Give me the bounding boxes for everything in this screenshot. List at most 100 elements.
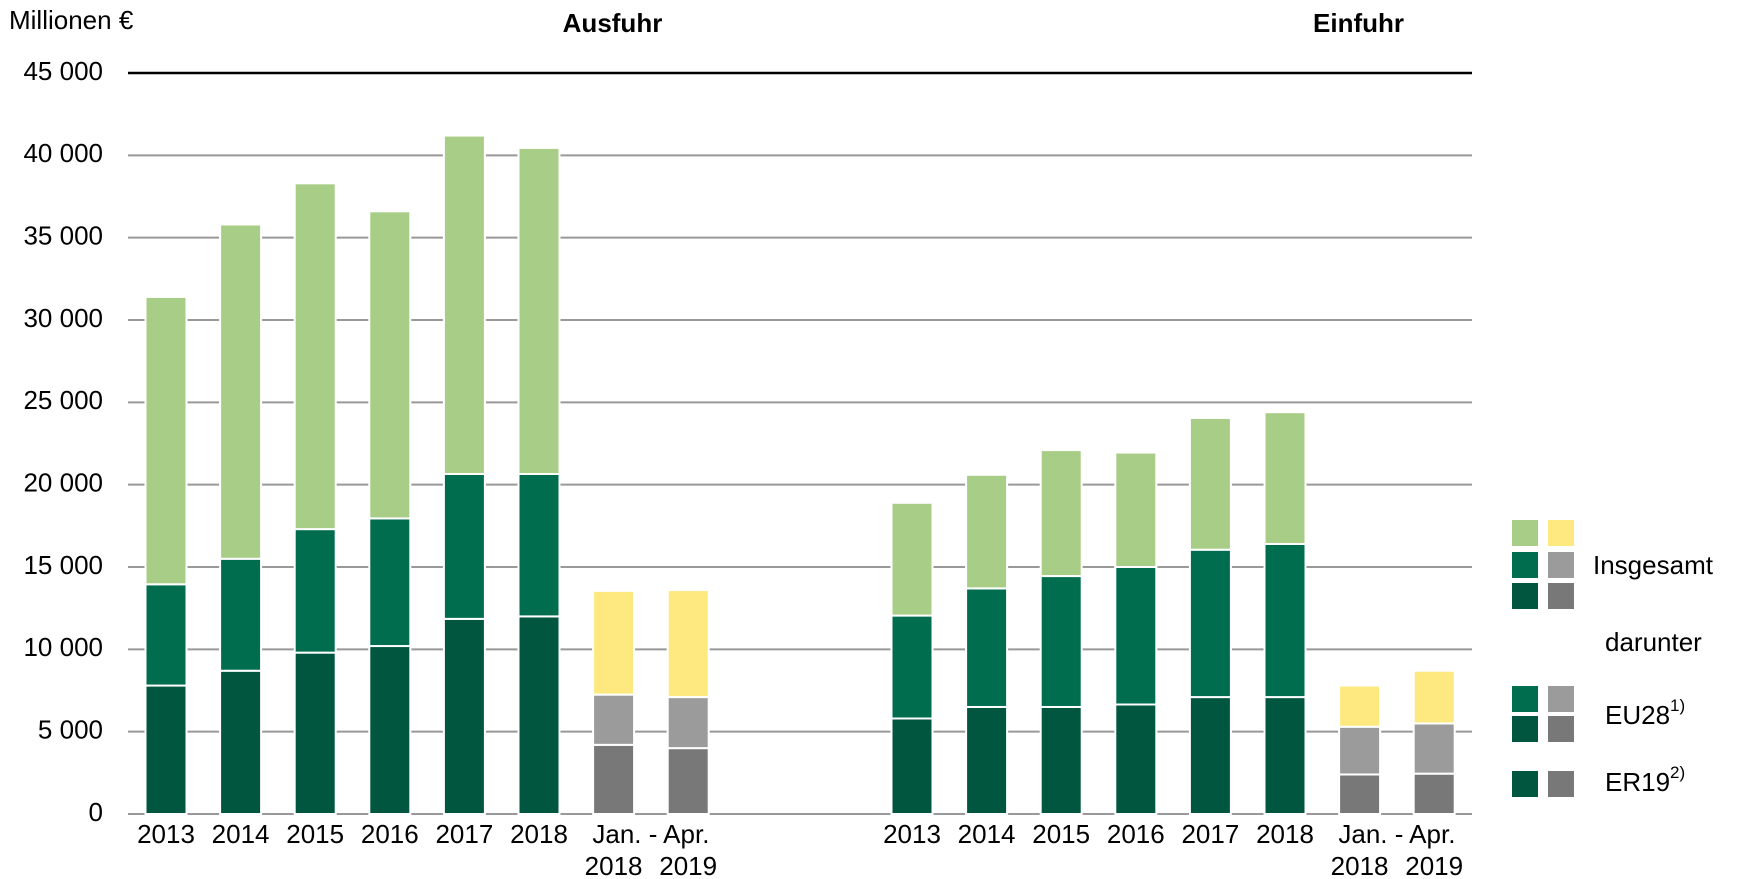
y-tick-label: 35 000 [23,221,103,251]
y-tick-label: 20 000 [23,468,103,498]
bar-segment [890,717,934,816]
unit-label: Millionen € [9,5,134,35]
legend-swatch [1512,716,1538,742]
legend-text: EU28 [1605,700,1670,730]
y-tick-label: 45 000 [23,56,103,86]
y-tick-label: 10 000 [23,632,103,662]
group-title: Einfuhr [1313,8,1404,38]
bar-segment [1338,725,1382,776]
bar-segment [666,696,710,750]
bar-segment [144,684,188,815]
footnote-marker: 1) [1670,696,1685,715]
bar-segment [592,743,636,816]
x-tick-label: 2014 [212,819,270,849]
legend-swatch [1548,552,1574,578]
x-tick-label: 2016 [1107,819,1165,849]
x-tick-label: 2018 [1331,851,1389,879]
bar-segment [1412,772,1456,816]
legend-label: ER192) [1605,763,1685,796]
x-tick-label: 2017 [435,819,493,849]
bar-segment [965,705,1009,816]
bar-segment [666,589,710,699]
bar-segment [293,182,337,531]
bar-segment [1338,773,1382,815]
period-label: Jan. - Apr. [1338,819,1455,849]
bar-segment [1114,566,1158,706]
x-tick-label: 2019 [1405,851,1463,879]
bar-segment [517,472,561,618]
bar-segment [517,615,561,816]
bar-segment [1039,449,1083,578]
bar-segment [1338,684,1382,728]
legend-swatch [1548,771,1574,797]
legend-label: EU281) [1605,696,1685,729]
bar-segment [368,645,412,815]
x-tick-label: 2018 [510,819,568,849]
legend-swatch [1512,686,1538,712]
bar-segment [965,587,1009,708]
y-tick-label: 15 000 [23,550,103,580]
x-tick-label: 2016 [361,819,419,849]
bar-segment [666,747,710,816]
bar-segment [293,528,337,654]
bar-segment [293,651,337,815]
legend-swatch [1512,583,1538,609]
bar-segment [219,557,263,672]
legend-label: Insgesamt [1593,550,1714,580]
x-tick-label: 2018 [585,851,643,879]
bar-segment [1188,548,1232,699]
bar-segment [1039,705,1083,816]
bar-segment [442,617,486,815]
group-title: Ausfuhr [563,8,663,38]
x-tick-label: 2013 [137,819,195,849]
bar-segment [219,223,263,560]
bar-segment [219,669,263,815]
bar-segment [368,517,412,648]
legend-text: ER19 [1605,767,1670,797]
bar-segment [517,146,561,475]
legend-swatch [1512,520,1538,546]
legend-swatch [1548,716,1574,742]
bar-segment [1114,451,1158,569]
legend-swatch [1548,583,1574,609]
y-tick-label: 0 [89,797,103,827]
bar-segment [965,473,1009,590]
legend-swatch [1548,686,1574,712]
bar-segment [1412,722,1456,775]
bar-segment [1263,696,1307,815]
y-tick-label: 25 000 [23,385,103,415]
bar-segment [368,210,412,520]
bar-segment [890,501,934,617]
y-tick-label: 5 000 [38,715,103,745]
y-tick-label: 40 000 [23,138,103,168]
legend-swatch [1548,520,1574,546]
bar-segment [592,589,636,696]
bar-segment [1188,696,1232,815]
bar-segment [442,472,486,620]
period-label: Jan. - Apr. [592,819,709,849]
bar-segment [1412,669,1456,725]
x-tick-label: 2013 [883,819,941,849]
bar-segment [144,583,188,687]
legend-label: darunter [1605,627,1702,657]
bar-segment [144,295,188,586]
x-tick-label: 2015 [286,819,344,849]
footnote-marker: 2) [1670,763,1685,782]
bar-segment [442,134,486,475]
y-tick-label: 30 000 [23,303,103,333]
bar-segment [1188,416,1232,551]
bar-segment [592,693,636,746]
bar-segment [890,614,934,720]
bar-segment [1039,575,1083,708]
legend-swatch [1512,552,1538,578]
legend-swatch [1512,771,1538,797]
x-tick-label: 2017 [1181,819,1239,849]
x-tick-label: 2018 [1256,819,1314,849]
x-tick-label: 2015 [1032,819,1090,849]
x-tick-label: 2019 [659,851,717,879]
x-tick-label: 2014 [958,819,1016,849]
bar-segment [1114,703,1158,815]
bar-segment [1263,411,1307,545]
bar-segment [1263,542,1307,699]
